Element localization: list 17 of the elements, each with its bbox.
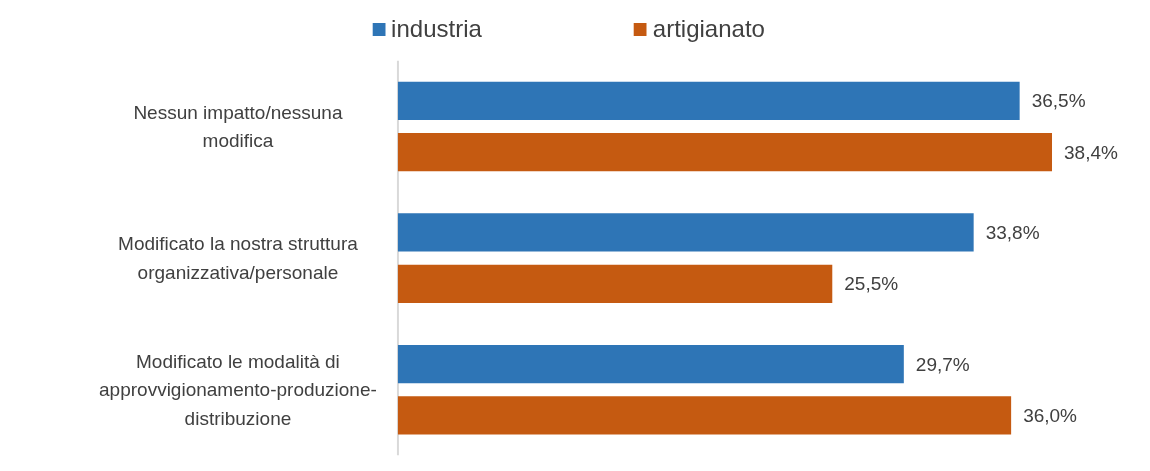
legend-label: artigianato <box>652 15 765 43</box>
data-label: 25,5% <box>844 273 899 295</box>
data-label: 36,0% <box>1023 404 1078 426</box>
bar <box>397 133 1053 172</box>
bar <box>397 264 833 303</box>
legend-label: industria <box>391 15 482 43</box>
data-label: 36,5% <box>1031 90 1086 112</box>
bar <box>397 213 974 252</box>
y-tick-label: Modificato la nostra struttura organizzativa/personale <box>118 233 359 283</box>
bar <box>397 81 1020 120</box>
bar <box>397 396 1012 435</box>
bar <box>397 344 904 384</box>
y-tick-label: Nessun impatto/nessuna modifica <box>133 101 343 152</box>
data-label: 33,8% <box>985 221 1040 243</box>
data-label: 29,7% <box>915 353 970 375</box>
y-tick-label: Modificato le modalità di approvvigionamento-produzione-distribuzione <box>99 350 377 429</box>
data-label: 38,4% <box>1064 141 1118 163</box>
